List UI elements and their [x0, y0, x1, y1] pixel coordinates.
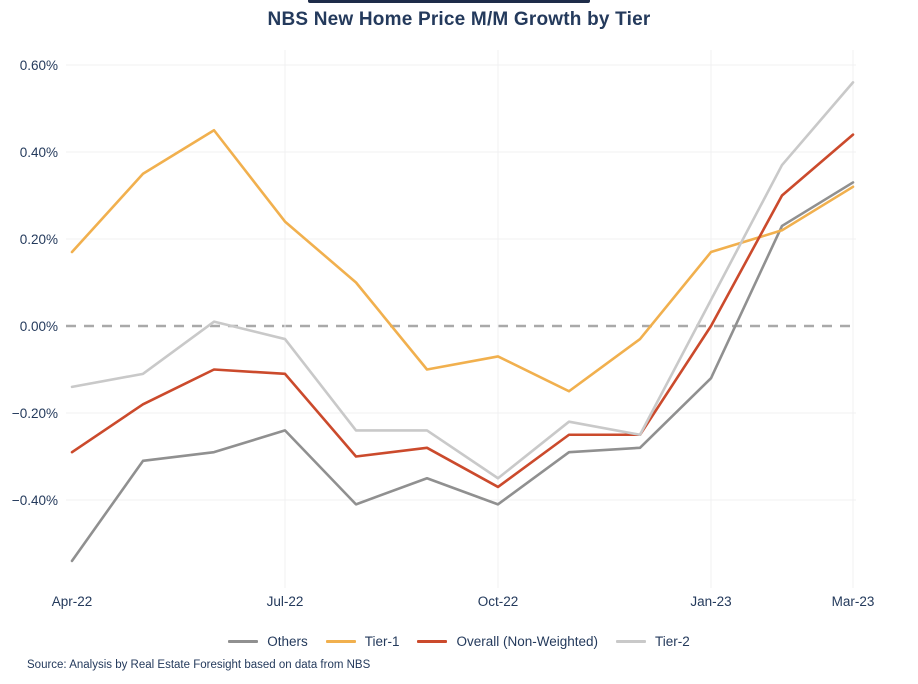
x-tick-label: Apr-22	[52, 594, 93, 609]
legend-label: Others	[267, 634, 308, 649]
y-tick-label: 0.40%	[20, 145, 58, 160]
legend-label: Tier-1	[364, 634, 400, 649]
legend-item-tier-1: Tier-1	[325, 634, 400, 649]
x-tick-label: Jul-22	[267, 594, 304, 609]
top-banner-fragment	[308, 0, 590, 3]
legend: Others Tier-1 Overall (Non-Weighted) Tier-2	[0, 634, 918, 649]
series-line-tier-2	[70, 81, 855, 480]
y-tick-label: 0.20%	[20, 232, 58, 247]
y-tick-label: −0.40%	[12, 493, 58, 508]
legend-label: Tier-2	[655, 634, 690, 649]
legend-swatch	[228, 640, 259, 643]
x-tick-label: Mar-23	[832, 594, 875, 609]
x-tick-label: Oct-22	[478, 594, 519, 609]
chart-title: NBS New Home Price M/M Growth by Tier	[267, 9, 651, 30]
source-note: Source: Analysis by Real Estate Foresigh…	[27, 659, 371, 671]
legend-item-overall-non-weighted-: Overall (Non-Weighted)	[417, 634, 598, 649]
y-tick-label: 0.60%	[20, 58, 58, 73]
legend-label: Overall (Non-Weighted)	[456, 634, 599, 649]
legend-swatch	[616, 640, 647, 643]
series-line-tier-1	[70, 128, 855, 393]
x-tick-label: Jan-23	[690, 594, 731, 609]
series-line-overall-non-weighted-	[70, 133, 855, 489]
legend-item-others: Others	[228, 634, 308, 649]
legend-item-tier-2: Tier-2	[616, 634, 690, 649]
series-line-others	[70, 181, 855, 563]
y-tick-label: −0.20%	[12, 406, 58, 421]
legend-swatch	[417, 640, 448, 643]
y-tick-label: 0.00%	[20, 319, 58, 334]
legend-swatch	[325, 640, 356, 643]
